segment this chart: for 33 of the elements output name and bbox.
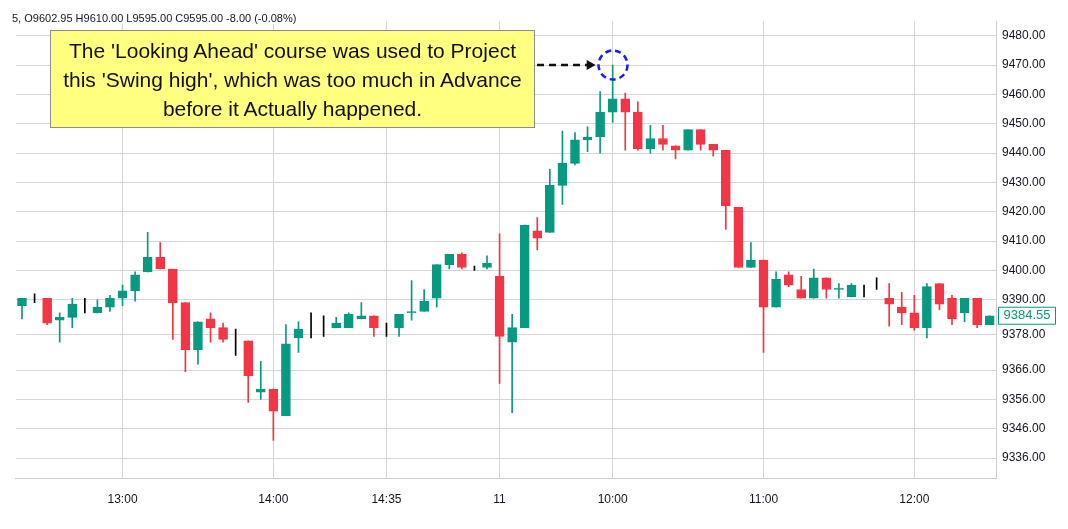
y-tick-label: 9336.00: [1002, 450, 1046, 465]
y-tick-label: 9356.00: [1002, 391, 1046, 406]
y-tick-label: 9366.00: [1002, 362, 1046, 377]
y-tick-label: 9430.00: [1002, 174, 1046, 189]
y-tick-label: 9440.00: [1002, 145, 1046, 160]
y-tick-label: 9480.00: [1002, 28, 1046, 43]
candlestick: [834, 283, 844, 299]
candlestick: [532, 217, 543, 251]
y-tick-label: 9470.00: [1002, 57, 1046, 72]
text: 9384.55: [1003, 307, 1051, 323]
y-tick-label: 9378.00: [1002, 327, 1046, 342]
candlestick: [507, 314, 517, 413]
candlestick: [658, 124, 668, 151]
x-tick-label: 13:00: [107, 492, 138, 507]
y-tick-label: 9420.00: [1002, 204, 1046, 219]
y-tick-label: 9390.00: [1002, 292, 1046, 307]
y-tick-label: 9410.00: [1002, 233, 1046, 248]
candlestick: [54, 312, 65, 343]
y-tick-label: 9346.00: [1002, 421, 1046, 436]
x-tick-label: 14:35: [371, 492, 402, 507]
x-tick-label: 12:00: [899, 492, 930, 507]
candlestick: [884, 283, 894, 327]
y-tick-label: 9450.00: [1002, 116, 1046, 131]
chart-title: 5, O9602.95 H9610.00 L9595.00 C9595.00 -8.00 (-0.08%): [12, 12, 297, 24]
annotation: The 'Looking Ahead' course was used to Project this 'Swing high', which was too much in Advance before it Actually happened.: [50, 30, 535, 128]
x-tick-label: 11:00: [748, 492, 779, 507]
x-tick-label: 11: [493, 492, 507, 507]
candlestick: [896, 292, 907, 325]
y-tick-label: 9460.00: [1002, 86, 1046, 101]
candlestick: [620, 92, 631, 151]
x-tick-label: 14:00: [258, 492, 289, 507]
x-tick-label: 10:00: [597, 492, 629, 507]
y-tick-label: 9400.00: [1002, 262, 1046, 277]
